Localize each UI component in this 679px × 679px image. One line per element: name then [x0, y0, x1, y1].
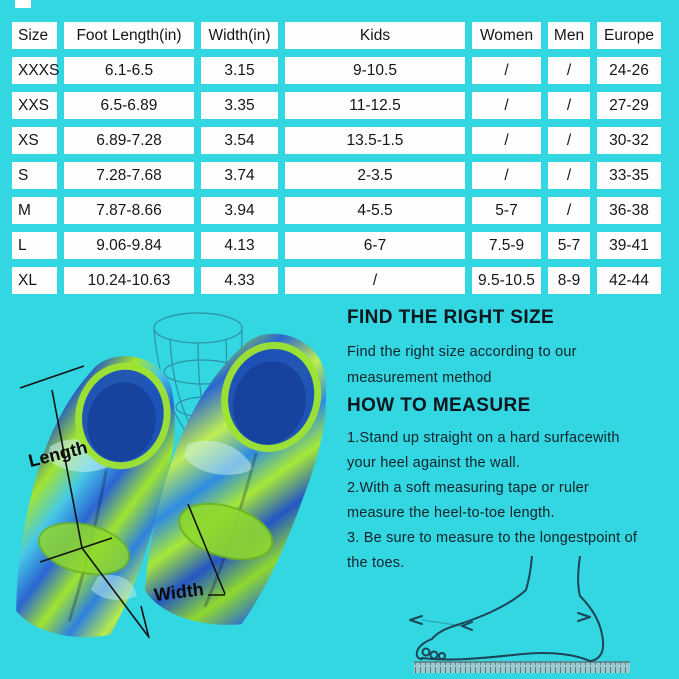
table-header-size: Size [12, 22, 57, 49]
how-to-measure-title: HOW TO MEASURE [347, 395, 531, 416]
table-cell: / [548, 127, 590, 154]
left-fin [16, 356, 175, 638]
table-cell: M [12, 197, 57, 224]
table-cell: / [548, 162, 590, 189]
table-cell: / [472, 162, 541, 189]
table-cell: 6-7 [285, 232, 465, 259]
table-cell: 9.06-9.84 [64, 232, 194, 259]
table-cell: XS [12, 127, 57, 154]
table-cell: 3.54 [201, 127, 278, 154]
table-cell: 5-7 [472, 197, 541, 224]
measure-step-line: 2.With a soft measuring tape or ruler [347, 480, 589, 496]
table-cell: / [472, 127, 541, 154]
swim-fins-product-image [16, 312, 327, 639]
find-right-size-title: FIND THE RIGHT SIZE [347, 307, 555, 328]
right-fin [145, 333, 327, 625]
table-cell: 7.28-7.68 [64, 162, 194, 189]
table-header-kids: Kids [285, 22, 465, 49]
table-cell: 3.94 [201, 197, 278, 224]
table-cell: XL [12, 267, 57, 294]
crop-artifact [15, 0, 31, 8]
table-header-women: Women [472, 22, 541, 49]
table-cell: 2-3.5 [285, 162, 465, 189]
table-header-men: Men [548, 22, 590, 49]
measure-step-line: your heel against the wall. [347, 455, 521, 471]
table-cell: 3.74 [201, 162, 278, 189]
table-cell: L [12, 232, 57, 259]
table-cell: 6.1-6.5 [64, 57, 194, 84]
table-cell: 8-9 [548, 267, 590, 294]
ruler [414, 661, 630, 673]
foot-measurement-diagram [409, 556, 630, 673]
measure-step-line: 3. Be sure to measure to the longestpoin… [347, 530, 638, 546]
table-cell: 4.33 [201, 267, 278, 294]
table-cell: 6.5-6.89 [64, 92, 194, 119]
size-table: Size Foot Length(in) Width(in) Kids Wome… [12, 22, 661, 294]
table-cell: 6.89-7.28 [64, 127, 194, 154]
table-cell: 7.5-9 [472, 232, 541, 259]
table-cell: S [12, 162, 57, 189]
table-cell: 9.5-10.5 [472, 267, 541, 294]
dimension-lines [19, 365, 226, 639]
table-cell: 24-26 [597, 57, 661, 84]
table-cell: / [472, 57, 541, 84]
table-header-europe: Europe [597, 22, 661, 49]
table-cell: 3.15 [201, 57, 278, 84]
table-cell: / [472, 92, 541, 119]
table-cell: XXXS [12, 57, 59, 84]
table-cell: 7.87-8.66 [64, 197, 194, 224]
table-header-foot-length: Foot Length(in) [64, 22, 194, 49]
foot-outline [409, 556, 605, 662]
table-cell: 13.5-1.5 [285, 127, 465, 154]
table-cell: 42-44 [597, 267, 661, 294]
table-cell: 30-32 [597, 127, 661, 154]
measure-step-line: 1.Stand up straight on a hard surfacewit… [347, 430, 620, 446]
measure-steps: 1.Stand up straight on a hard surfacewit… [347, 426, 637, 576]
table-cell: 3.35 [201, 92, 278, 119]
find-right-size-text: Find the right size according to our [347, 344, 577, 360]
table-cell: XXS [12, 92, 57, 119]
table-cell: 10.24-10.63 [64, 267, 194, 294]
table-cell: 9-10.5 [285, 57, 465, 84]
table-cell: 33-35 [597, 162, 661, 189]
table-cell: 39-41 [597, 232, 661, 259]
table-header-width: Width(in) [201, 22, 278, 49]
table-cell: 27-29 [597, 92, 661, 119]
table-cell: / [548, 197, 590, 224]
measure-step-line: the toes. [347, 555, 405, 571]
table-cell: / [285, 267, 465, 294]
table-cell: 4-5.5 [285, 197, 465, 224]
find-right-size-text: measurement method [347, 370, 492, 386]
measure-step-line: measure the heel-to-toe length. [347, 505, 555, 521]
table-cell: 11-12.5 [285, 92, 465, 119]
table-cell: / [548, 57, 590, 84]
table-cell: 36-38 [597, 197, 661, 224]
table-cell: / [548, 92, 590, 119]
table-cell: 4.13 [201, 232, 278, 259]
table-cell: 5-7 [548, 232, 590, 259]
